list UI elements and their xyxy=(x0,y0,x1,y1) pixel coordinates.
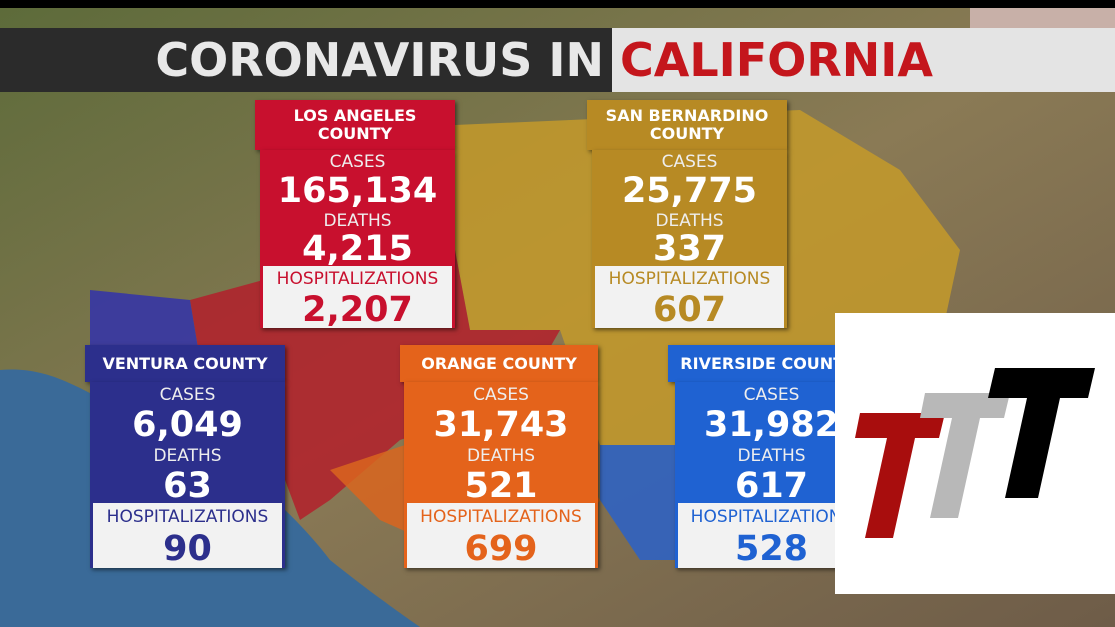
county-name: ORANGE COUNTY xyxy=(400,345,598,382)
county-name: VENTURA COUNTY xyxy=(85,345,285,382)
cases-label: CASES xyxy=(159,385,216,406)
hospitalizations-value: 699 xyxy=(407,530,595,568)
cases-value: 25,775 xyxy=(621,174,758,209)
county-name: LOS ANGELES COUNTY xyxy=(255,100,455,150)
deaths-label: DEATHS xyxy=(737,446,806,467)
deaths-value: 521 xyxy=(464,469,538,503)
county-name: RIVERSIDE COUNTY xyxy=(668,345,868,382)
deaths-value: 617 xyxy=(734,469,809,503)
hospitalizations-label: HOSPITALIZATIONS xyxy=(93,502,282,531)
cases-value: 165,134 xyxy=(277,174,438,209)
hospitalizations-value: 528 xyxy=(678,530,865,568)
county-name: SAN BERNARDINO COUNTY xyxy=(587,100,787,150)
hospitalizations-value: 2,207 xyxy=(263,292,452,328)
cases-value: 31,743 xyxy=(433,408,569,444)
hospitalizations-label: HOSPITALIZATIONS xyxy=(263,265,452,293)
cases-label: CASES xyxy=(473,385,529,406)
county-stats: CASES 31,743 DEATHS 521 HOSPITALIZATIONS 699 xyxy=(404,382,598,568)
county-stats: CASES 31,982 DEATHS 617 HOSPITALIZATIONS 528 xyxy=(675,382,868,568)
cases-label: CASES xyxy=(743,385,800,406)
cases-value: 6,049 xyxy=(132,408,243,444)
county-stats: CASES 165,134 DEATHS 4,215 HOSPITALIZATIONS 2… xyxy=(260,150,455,328)
deaths-label: DEATHS xyxy=(153,446,222,467)
title-part-2: CALIFORNIA xyxy=(612,28,1115,92)
deaths-label: DEATHS xyxy=(466,446,536,467)
hospitalizations-label: HOSPITALIZATIONS xyxy=(407,502,595,531)
deaths-value: 63 xyxy=(163,469,212,503)
cases-value: 31,982 xyxy=(703,408,840,444)
hospitalizations-label: HOSPITALIZATIONS xyxy=(595,265,784,293)
deaths-value: 337 xyxy=(652,233,727,266)
cases-label: CASES xyxy=(329,152,386,173)
deaths-label: DEATHS xyxy=(323,211,392,232)
hospitalizations-value: 607 xyxy=(595,292,784,328)
hospitalizations-value: 90 xyxy=(93,530,282,568)
county-stats: CASES 25,775 DEATHS 337 HOSPITALIZATIONS 607 xyxy=(592,150,787,328)
title-part-1: CORONAVIRUS IN xyxy=(0,28,612,92)
channel-logo xyxy=(835,313,1115,594)
county-stats: CASES 6,049 DEATHS 63 HOSPITALIZATIONS 90 xyxy=(90,382,285,568)
cases-label: CASES xyxy=(661,152,718,173)
logo-mark xyxy=(855,368,1095,538)
hospitalizations-label: HOSPITALIZATIONS xyxy=(678,502,865,531)
deaths-label: DEATHS xyxy=(655,211,724,232)
deaths-value: 4,215 xyxy=(302,233,413,266)
